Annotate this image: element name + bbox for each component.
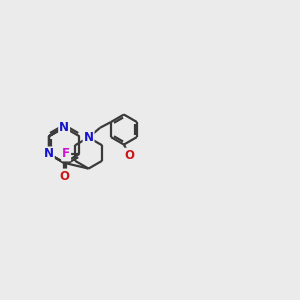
Text: F: F [62,147,70,161]
Text: O: O [124,149,134,162]
Text: O: O [59,169,69,182]
Text: N: N [59,121,69,134]
Text: N: N [84,131,94,144]
Text: N: N [44,147,54,161]
